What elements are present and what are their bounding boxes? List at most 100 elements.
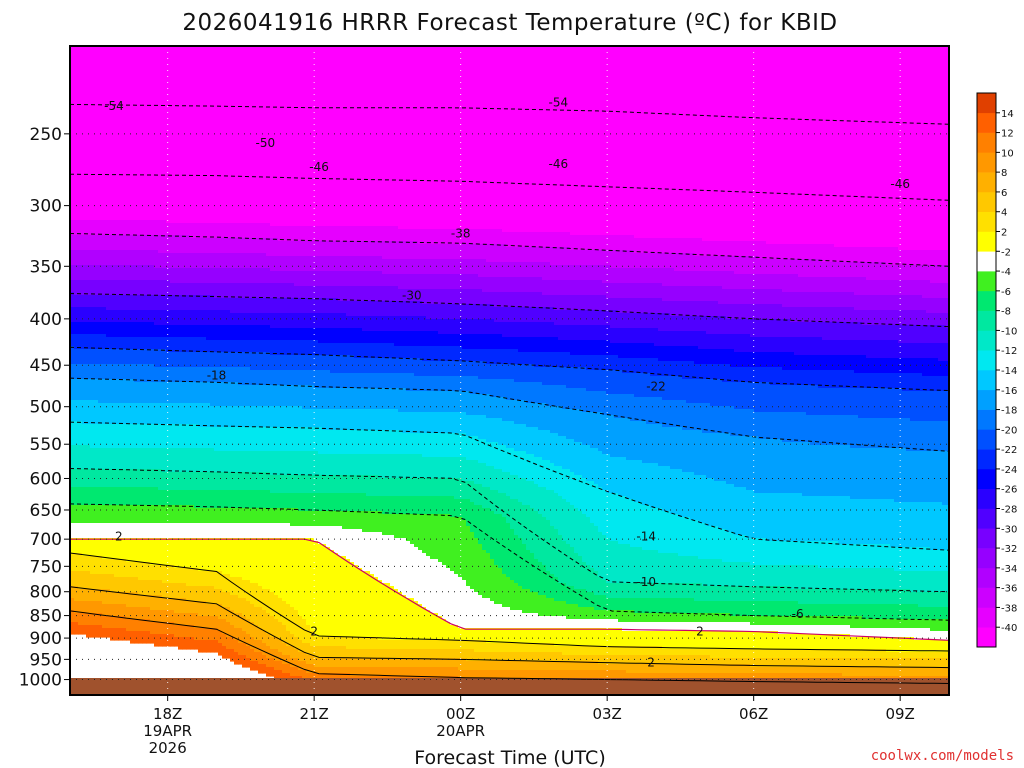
- temperature-cell: [810, 46, 815, 245]
- temperature-cell: [730, 562, 735, 587]
- temperature-cell: [182, 403, 187, 425]
- temperature-cell: [414, 454, 419, 479]
- temperature-cell: [626, 631, 631, 647]
- temperature-cell: [598, 412, 603, 452]
- temperature-cell: [194, 253, 199, 269]
- temperature-cell: [754, 274, 759, 290]
- temperature-cell: [606, 394, 611, 416]
- temperature-cell: [702, 613, 707, 623]
- temperature-cell: [614, 583, 619, 599]
- temperature-cell: [278, 340, 283, 356]
- temperature-cell: [250, 46, 255, 224]
- temperature-cell: [242, 367, 247, 386]
- temperature-cell: [610, 310, 615, 329]
- temperature-cell: [726, 562, 731, 587]
- temperature-cell: [426, 391, 431, 413]
- temperature-cell: [490, 277, 495, 293]
- temperature-cell: [90, 574, 95, 590]
- temperature-cell: [534, 643, 539, 653]
- temperature-cell: [374, 46, 379, 227]
- temperature-cell: [90, 235, 95, 251]
- temperature-cell: [810, 496, 815, 542]
- temperature-cell: [194, 223, 199, 239]
- temperature-cell: [178, 625, 183, 638]
- temperature-cell: [558, 265, 563, 281]
- temperature-cell: [150, 523, 155, 539]
- temperature-cell: [446, 259, 451, 275]
- temperature-cell: [682, 673, 687, 683]
- temperature-cell: [762, 625, 767, 632]
- temperature-cell: [438, 391, 443, 413]
- temperature-cell: [378, 343, 383, 359]
- temperature-cell: [786, 337, 791, 353]
- temperature-cell: [394, 286, 399, 302]
- temperature-cell: [290, 406, 295, 428]
- temperature-cell: [70, 598, 75, 611]
- temperature-cell: [126, 592, 131, 608]
- temperature-cell: [198, 283, 203, 296]
- temperature-cell: [786, 274, 791, 293]
- temperature-cell: [734, 673, 739, 683]
- temperature-cell: [74, 601, 79, 614]
- temperature-cell: [554, 295, 559, 311]
- temperature-cell: [410, 46, 415, 230]
- temperature-cell: [726, 46, 731, 242]
- temperature-cell: [214, 490, 219, 509]
- temperature-cell: [550, 463, 555, 491]
- temperature-cell: [450, 391, 455, 413]
- temperature-cell: [642, 328, 647, 344]
- temperature-cell: [782, 493, 787, 542]
- temperature-cell: [366, 454, 371, 476]
- temperature-cell: [162, 403, 167, 425]
- temperature-cell: [582, 250, 587, 266]
- temperature-cell: [350, 511, 355, 530]
- temperature-cell: [218, 604, 223, 620]
- temperature-cell: [406, 289, 411, 302]
- temperature-cell: [510, 307, 515, 323]
- temperature-cell: [390, 649, 395, 659]
- temperature-cell: [242, 298, 247, 314]
- temperature-cell: [154, 622, 159, 635]
- temperature-cell: [106, 295, 111, 311]
- temperature-cell: [390, 496, 395, 515]
- temperature-cell: [430, 376, 435, 392]
- temperature-cell: [242, 283, 247, 299]
- temperature-cell: [306, 286, 311, 299]
- temperature-cell: [322, 370, 327, 389]
- temperature-cell: [254, 538, 259, 584]
- temperature-cell: [782, 442, 787, 494]
- temperature-cell: [778, 541, 783, 566]
- temperature-cell: [322, 388, 327, 410]
- temperature-cell: [466, 460, 471, 482]
- temperature-cell: [666, 664, 671, 674]
- temperature-cell: [706, 622, 711, 632]
- temperature-cell: [626, 373, 631, 395]
- temperature-cell: [458, 391, 463, 413]
- temperature-cell: [290, 256, 295, 272]
- temperature-cell: [294, 649, 299, 659]
- temperature-cell: [138, 250, 143, 266]
- temperature-cell: [806, 46, 811, 245]
- temperature-cell: [538, 262, 543, 278]
- temperature-cell: [374, 454, 379, 476]
- temperature-cell: [166, 448, 171, 473]
- temperature-cell: [422, 412, 427, 434]
- temperature-cell: [162, 583, 167, 599]
- temperature-cell: [558, 466, 563, 497]
- temperature-cell: [158, 448, 163, 470]
- temperature-cell: [378, 286, 383, 302]
- temperature-cell: [758, 274, 763, 290]
- temperature-cell: [118, 469, 123, 488]
- temperature-cell: [710, 622, 715, 632]
- temperature-cell: [138, 265, 143, 281]
- temperature-cell: [638, 358, 643, 374]
- temperature-cell: [142, 280, 147, 296]
- temperature-cell: [490, 244, 495, 263]
- temperature-cell: [666, 253, 671, 269]
- temperature-cell: [526, 613, 531, 629]
- temperature-cell: [378, 430, 383, 455]
- temperature-cell: [94, 400, 99, 425]
- temperature-cell: [454, 229, 459, 245]
- temperature-cell: [610, 370, 615, 395]
- temperature-cell: [554, 265, 559, 281]
